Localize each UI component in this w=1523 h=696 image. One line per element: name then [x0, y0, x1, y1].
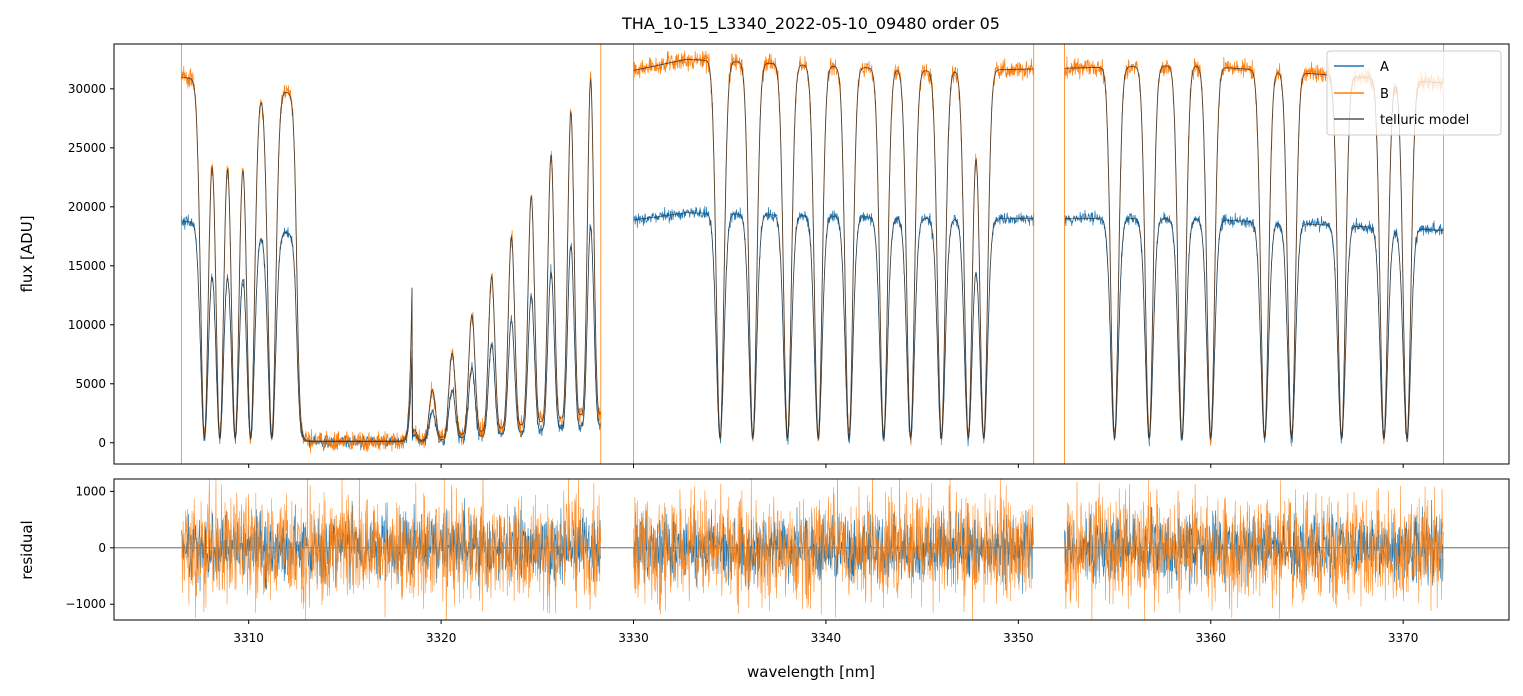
legend-label-b: B — [1380, 87, 1389, 102]
chart-title: THA_10-15_L3340_2022-05-10_09480 order 0… — [621, 14, 1000, 34]
residual-panel-data — [114, 479, 1509, 620]
residual-ytick-label-1: 0 — [98, 541, 106, 555]
top-ytick-label-4: 20000 — [68, 200, 106, 214]
telluric-model-a-segment-2 — [1064, 218, 1444, 440]
top-ytick-label-0: 0 — [98, 436, 106, 450]
top-ytick-label-3: 15000 — [68, 259, 106, 273]
telluric-model-segment-1 — [633, 58, 1034, 439]
residual-xtick-label-5: 3360 — [1195, 631, 1226, 645]
top-y-ticks: 0 5000 10000 15000 20000 25000 30000 — [68, 82, 114, 450]
residual-xtick-label-4: 3350 — [1003, 631, 1034, 645]
residual-ytick-label-2: 1000 — [75, 484, 106, 498]
residual-b-segment-2 — [1064, 480, 1444, 620]
series-b-segment-1 — [633, 50, 1034, 446]
residual-b-segment-0 — [181, 479, 602, 620]
series-a-segment-2 — [1064, 210, 1444, 447]
legend-label-model: telluric model — [1380, 113, 1469, 128]
residual-x-ticks: 3310 3320 3330 3340 3350 3360 3370 — [233, 620, 1418, 645]
xlabel: wavelength [nm] — [747, 663, 875, 681]
residual-xtick-label-6: 3370 — [1388, 631, 1419, 645]
residual-b-segment-1 — [633, 479, 1034, 620]
top-ytick-label-2: 10000 — [68, 318, 106, 332]
top-panel-data — [180, 44, 1444, 464]
top-panel-frame — [113, 43, 1510, 465]
top-x-ticks — [248, 464, 1404, 468]
top-ytick-label-6: 30000 — [68, 82, 106, 96]
top-ylabel: flux [ADU] — [18, 215, 36, 292]
residual-xtick-label-0: 3310 — [233, 631, 264, 645]
legend-label-a: A — [1380, 60, 1389, 75]
residual-xtick-label-3: 3340 — [811, 631, 842, 645]
telluric-model-a-segment-0 — [181, 220, 601, 443]
residual-ytick-label-0: −1000 — [65, 597, 106, 611]
top-ytick-label-5: 25000 — [68, 141, 106, 155]
residual-ylabel: residual — [18, 520, 36, 579]
legend: A B telluric model — [1326, 50, 1502, 136]
top-ytick-label-1: 5000 — [75, 377, 106, 391]
series-b-segment-0 — [180, 66, 602, 454]
telluric-model-a-segment-1 — [633, 212, 1034, 441]
series-a-segment-0 — [181, 214, 602, 451]
residual-xtick-label-1: 3320 — [426, 631, 457, 645]
legend-box — [1326, 50, 1502, 136]
residual-xtick-label-2: 3330 — [618, 631, 649, 645]
residual-y-ticks: −1000 0 1000 — [65, 484, 114, 611]
series-a-segment-1 — [633, 205, 1034, 447]
telluric-model-segment-0 — [181, 76, 601, 442]
residual-panel-frame — [113, 478, 1510, 621]
telluric-model-segment-2 — [1064, 65, 1444, 439]
